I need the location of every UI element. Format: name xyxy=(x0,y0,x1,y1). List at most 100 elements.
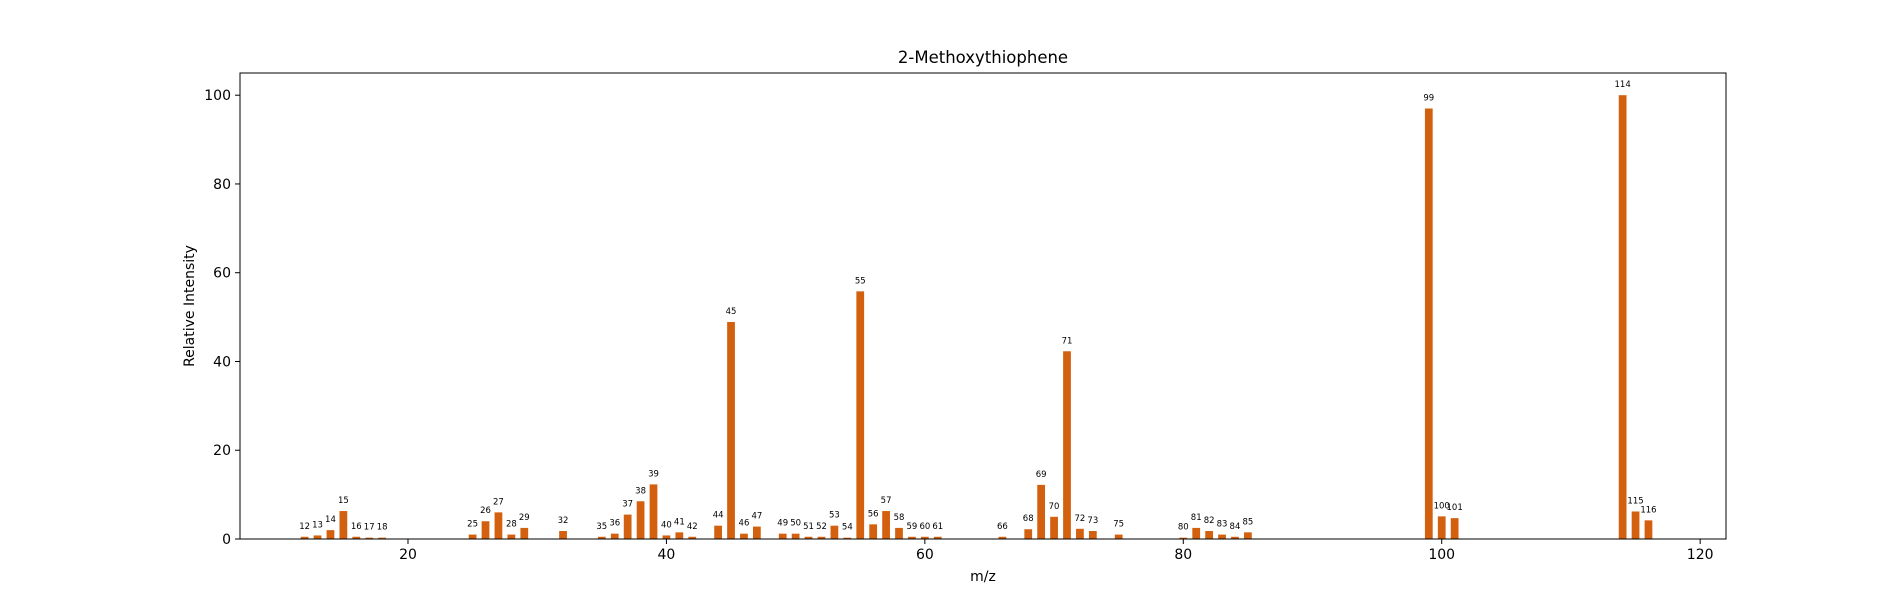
x-tick-label-100: 100 xyxy=(1428,547,1455,563)
bar-label-mz-82: 82 xyxy=(1204,516,1215,526)
bar-label-mz-42: 42 xyxy=(687,522,698,532)
bar-label-mz-69: 69 xyxy=(1036,470,1047,480)
bar-mz-82 xyxy=(1205,531,1214,539)
bar-mz-37 xyxy=(623,514,632,539)
bar-label-mz-54: 54 xyxy=(842,523,853,533)
x-tick-label-20: 20 xyxy=(399,547,417,563)
bar-mz-73 xyxy=(1088,531,1097,539)
bar-mz-61 xyxy=(933,536,942,539)
bar-mz-52 xyxy=(817,536,826,539)
bar-label-mz-36: 36 xyxy=(609,519,620,529)
bar-label-mz-44: 44 xyxy=(713,511,724,521)
bar-mz-15 xyxy=(339,511,348,539)
bar-mz-56 xyxy=(869,524,878,539)
bar-mz-80 xyxy=(1179,537,1188,539)
bar-mz-16 xyxy=(352,536,361,539)
bar-mz-75 xyxy=(1114,534,1123,539)
bar-label-mz-29: 29 xyxy=(519,513,530,523)
bar-mz-25 xyxy=(468,534,477,539)
bar-label-mz-80: 80 xyxy=(1178,523,1189,533)
bar-label-mz-14: 14 xyxy=(325,515,336,525)
bar-label-mz-58: 58 xyxy=(894,513,905,523)
bar-label-mz-51: 51 xyxy=(803,522,814,532)
bar-mz-40 xyxy=(662,535,671,539)
bar-mz-38 xyxy=(636,501,645,539)
bar-label-mz-38: 38 xyxy=(635,486,646,496)
bar-mz-47 xyxy=(752,526,761,539)
x-tick-label-60: 60 xyxy=(916,547,934,563)
bar-mz-14 xyxy=(326,530,335,539)
bar-label-mz-45: 45 xyxy=(726,307,737,317)
bar-mz-39 xyxy=(649,484,658,539)
bars-group xyxy=(300,95,1653,539)
bar-mz-45 xyxy=(727,321,735,539)
bar-label-mz-68: 68 xyxy=(1023,514,1034,524)
bar-label-mz-114: 114 xyxy=(1615,80,1631,90)
y-tick-label-0: 0 xyxy=(222,532,231,548)
bar-label-mz-28: 28 xyxy=(506,520,517,530)
chart-title: 2-Methoxythiophene xyxy=(898,48,1068,67)
bar-label-mz-85: 85 xyxy=(1242,517,1253,527)
y-tick-label-100: 100 xyxy=(204,88,231,104)
bar-mz-72 xyxy=(1076,528,1084,539)
bar-label-mz-101: 101 xyxy=(1447,503,1463,513)
bar-label-mz-84: 84 xyxy=(1230,522,1241,532)
bar-label-mz-18: 18 xyxy=(377,523,388,533)
y-tick-label-40: 40 xyxy=(213,354,231,370)
bar-mz-35 xyxy=(597,536,606,539)
bar-mz-13 xyxy=(313,535,322,539)
x-tick-label-80: 80 xyxy=(1174,547,1192,563)
bar-label-mz-75: 75 xyxy=(1113,520,1124,530)
plot-frame xyxy=(239,72,1727,540)
bar-label-mz-56: 56 xyxy=(868,509,879,519)
y-axis-ticks: 0 20 40 60 80 100 xyxy=(204,88,240,548)
bar-mz-114 xyxy=(1618,95,1627,539)
bar-mz-50 xyxy=(791,533,800,539)
bar-mz-12 xyxy=(300,536,309,539)
y-tick-label-60: 60 xyxy=(213,266,231,282)
bar-label-mz-100: 100 xyxy=(1434,501,1450,511)
bar-label-mz-83: 83 xyxy=(1217,520,1228,530)
bar-mz-41 xyxy=(675,532,684,539)
bar-label-mz-47: 47 xyxy=(751,512,762,522)
bar-label-mz-13: 13 xyxy=(312,520,323,530)
bar-label-mz-50: 50 xyxy=(790,519,801,529)
bar-label-mz-66: 66 xyxy=(997,522,1008,532)
bar-mz-18 xyxy=(378,537,387,539)
bar-mz-46 xyxy=(740,533,748,539)
bar-mz-27 xyxy=(494,512,503,539)
bar-mz-54 xyxy=(843,537,852,539)
bar-label-mz-61: 61 xyxy=(932,522,943,532)
bar-mz-69 xyxy=(1037,484,1046,539)
bar-label-mz-49: 49 xyxy=(777,519,788,529)
bar-mz-60 xyxy=(920,536,929,539)
bar-mz-116 xyxy=(1644,520,1653,539)
x-axis-ticks: 20 40 60 80 100 120 xyxy=(399,539,1714,563)
bar-mz-44 xyxy=(714,525,722,539)
bar-label-mz-59: 59 xyxy=(907,522,918,532)
bar-mz-99 xyxy=(1424,108,1433,539)
bar-label-mz-52: 52 xyxy=(816,522,827,532)
bar-label-mz-41: 41 xyxy=(674,517,685,527)
bar-label-mz-37: 37 xyxy=(622,500,633,510)
bar-mz-53 xyxy=(830,525,839,539)
bar-mz-101 xyxy=(1450,518,1459,539)
bar-mz-85 xyxy=(1244,532,1252,539)
bar-mz-81 xyxy=(1192,527,1201,539)
bar-label-mz-25: 25 xyxy=(467,520,478,530)
bar-label-mz-17: 17 xyxy=(364,523,375,533)
bar-label-mz-35: 35 xyxy=(596,522,607,532)
x-axis-label: m/z xyxy=(970,569,996,585)
bar-label-mz-55: 55 xyxy=(855,276,866,286)
bar-label-mz-70: 70 xyxy=(1049,502,1060,512)
bar-mz-58 xyxy=(895,527,903,539)
bar-label-mz-53: 53 xyxy=(829,511,840,521)
bar-mz-115 xyxy=(1631,511,1640,539)
bar-label-mz-32: 32 xyxy=(558,516,569,526)
bar-mz-55 xyxy=(856,291,865,539)
bar-mz-59 xyxy=(908,536,916,539)
bar-label-mz-27: 27 xyxy=(493,497,504,507)
bar-label-mz-39: 39 xyxy=(648,469,659,479)
y-tick-label-80: 80 xyxy=(213,177,231,193)
